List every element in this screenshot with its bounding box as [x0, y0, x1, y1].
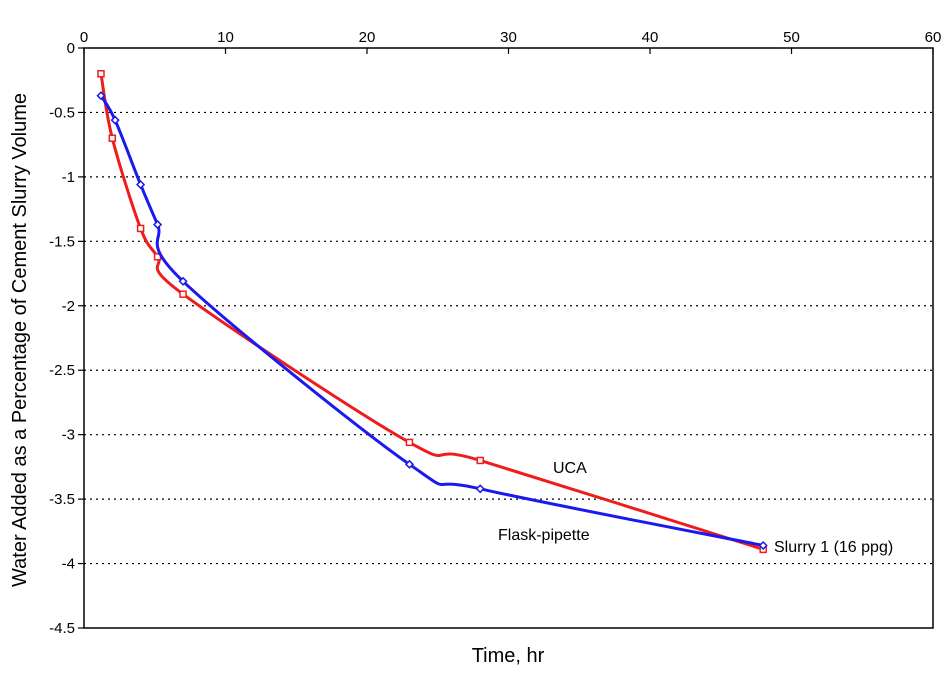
data-point — [475, 484, 485, 494]
data-point — [476, 456, 484, 465]
y-tick-label: -2 — [62, 298, 75, 315]
y-tick-label: -4 — [62, 556, 75, 573]
y-axis-title: Water Added as a Percentage of Cement Sl… — [9, 93, 31, 587]
y-tick-label: 0 — [67, 40, 75, 57]
annotation-slurry: Slurry 1 (16 ppg) — [774, 539, 893, 556]
axis-ticks: 0 -0.5 -1 -1.5 -2 -2.5 -3 -3.5 -4 -4.5 0 10 20 30 40 50… — [49, 29, 941, 637]
y-tick-label: -4.5 — [49, 620, 75, 637]
data-point — [404, 459, 415, 469]
data-point — [136, 180, 146, 190]
data-point — [178, 276, 188, 286]
x-tick-label: 50 — [783, 29, 800, 46]
data-point — [136, 224, 145, 233]
annotation-uca: UCA — [553, 460, 587, 477]
series-layer — [96, 70, 768, 554]
x-tick-label: 0 — [80, 29, 88, 46]
data-point — [153, 220, 163, 230]
x-tick-label: 40 — [642, 29, 659, 46]
x-tick-label: 30 — [500, 29, 517, 46]
data-point — [108, 134, 117, 142]
y-tick-label: -2.5 — [49, 362, 75, 379]
y-tick-label: -1.5 — [49, 233, 75, 250]
series-line-flask-pipette — [99, 94, 765, 548]
series-flask-pipette — [96, 91, 768, 551]
data-point — [110, 115, 120, 125]
data-point — [405, 438, 414, 447]
annotation-flask-pipette: Flask-pipette — [498, 527, 590, 544]
data-point — [97, 70, 105, 78]
y-tick-label: -1 — [62, 169, 75, 186]
y-tick-label: -0.5 — [49, 104, 75, 121]
y-tick-label: -3.5 — [49, 491, 75, 508]
x-axis-title: Time, hr — [472, 645, 545, 667]
x-tick-label: 20 — [359, 29, 376, 46]
series-line-uca — [99, 72, 765, 551]
data-point — [758, 540, 768, 551]
data-point — [179, 290, 187, 298]
x-tick-label: 10 — [217, 29, 234, 46]
data-point — [96, 91, 106, 101]
y-tick-label: -3 — [62, 427, 75, 444]
x-tick-label: 60 — [925, 29, 942, 46]
